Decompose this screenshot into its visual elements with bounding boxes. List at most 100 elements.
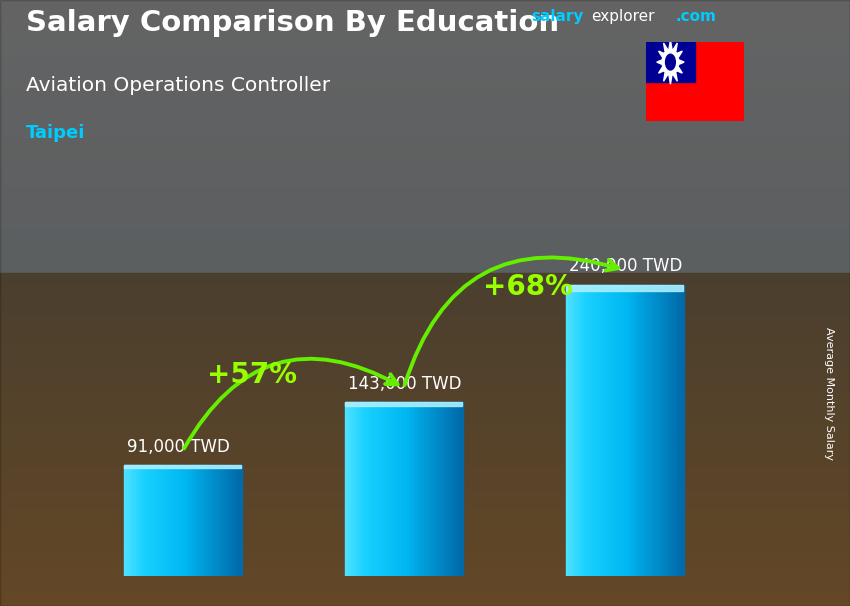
Bar — [174, 465, 177, 576]
Bar — [654, 285, 657, 576]
Bar — [392, 402, 395, 576]
Bar — [235, 465, 239, 576]
Bar — [448, 402, 451, 576]
Bar — [369, 402, 371, 576]
Text: 91,000 TWD: 91,000 TWD — [127, 438, 230, 456]
Bar — [434, 402, 436, 576]
Bar — [607, 285, 610, 576]
Polygon shape — [659, 51, 664, 57]
Bar — [595, 285, 598, 576]
Text: Salary Comparison By Education: Salary Comparison By Education — [26, 9, 558, 37]
Bar — [412, 402, 416, 576]
Bar — [197, 465, 201, 576]
Bar — [586, 285, 590, 576]
Bar — [454, 402, 456, 576]
Bar — [649, 285, 651, 576]
Bar — [590, 285, 592, 576]
Text: .com: .com — [676, 9, 717, 24]
Bar — [395, 402, 398, 576]
Bar — [389, 402, 393, 576]
Bar — [645, 285, 649, 576]
Bar — [422, 402, 424, 576]
Bar — [142, 465, 145, 576]
Bar — [625, 285, 628, 576]
Bar — [619, 285, 622, 576]
Bar — [357, 402, 360, 576]
Bar — [436, 402, 439, 576]
Bar — [677, 285, 681, 576]
Bar — [377, 402, 381, 576]
Bar — [627, 285, 631, 576]
Bar — [218, 465, 221, 576]
Bar — [575, 285, 578, 576]
Bar — [201, 465, 203, 576]
Bar — [416, 402, 419, 576]
Text: +68%: +68% — [483, 273, 573, 301]
Bar — [374, 402, 377, 576]
Bar — [584, 285, 586, 576]
Circle shape — [662, 48, 679, 76]
Bar — [124, 465, 241, 468]
Bar — [180, 465, 183, 576]
Bar — [675, 285, 677, 576]
Bar — [572, 285, 575, 576]
Polygon shape — [674, 43, 677, 51]
Bar — [616, 285, 619, 576]
Bar — [386, 402, 389, 576]
Bar — [581, 285, 584, 576]
Bar — [637, 285, 640, 576]
Bar — [224, 465, 227, 576]
Bar — [345, 402, 348, 576]
Bar — [666, 285, 669, 576]
Bar — [168, 465, 172, 576]
Polygon shape — [664, 43, 667, 51]
Bar — [442, 402, 445, 576]
Bar — [150, 465, 154, 576]
Bar — [681, 285, 683, 576]
Bar — [418, 402, 422, 576]
Bar — [159, 465, 162, 576]
Polygon shape — [659, 67, 664, 73]
Bar — [165, 465, 168, 576]
Bar — [227, 465, 230, 576]
Bar — [124, 465, 128, 576]
Bar — [354, 402, 357, 576]
Text: 143,000 TWD: 143,000 TWD — [348, 375, 462, 393]
Bar — [613, 285, 616, 576]
Bar — [148, 465, 150, 576]
Bar — [598, 285, 602, 576]
Bar — [424, 402, 428, 576]
Bar — [380, 402, 383, 576]
Bar — [631, 285, 634, 576]
Bar — [569, 285, 572, 576]
Polygon shape — [674, 73, 677, 81]
Bar — [643, 285, 645, 576]
Bar — [212, 465, 215, 576]
Bar — [144, 465, 148, 576]
Bar — [651, 285, 654, 576]
Bar — [345, 402, 462, 406]
Bar — [578, 285, 581, 576]
Bar — [233, 465, 235, 576]
Bar — [663, 285, 666, 576]
Bar — [398, 402, 401, 576]
Bar — [646, 42, 694, 82]
Polygon shape — [669, 40, 672, 48]
Bar — [177, 465, 180, 576]
Bar — [209, 465, 212, 576]
Bar — [348, 402, 351, 576]
Bar — [430, 402, 434, 576]
Bar — [360, 402, 363, 576]
Bar — [456, 402, 460, 576]
Bar — [221, 465, 224, 576]
Bar — [156, 465, 160, 576]
Text: Average Monthly Salary: Average Monthly Salary — [824, 327, 834, 461]
Bar — [404, 402, 407, 576]
Bar — [428, 402, 430, 576]
Bar — [639, 285, 643, 576]
Bar — [136, 465, 139, 576]
Bar — [203, 465, 207, 576]
Text: salary: salary — [531, 9, 584, 24]
Bar — [189, 465, 192, 576]
Polygon shape — [664, 73, 667, 81]
